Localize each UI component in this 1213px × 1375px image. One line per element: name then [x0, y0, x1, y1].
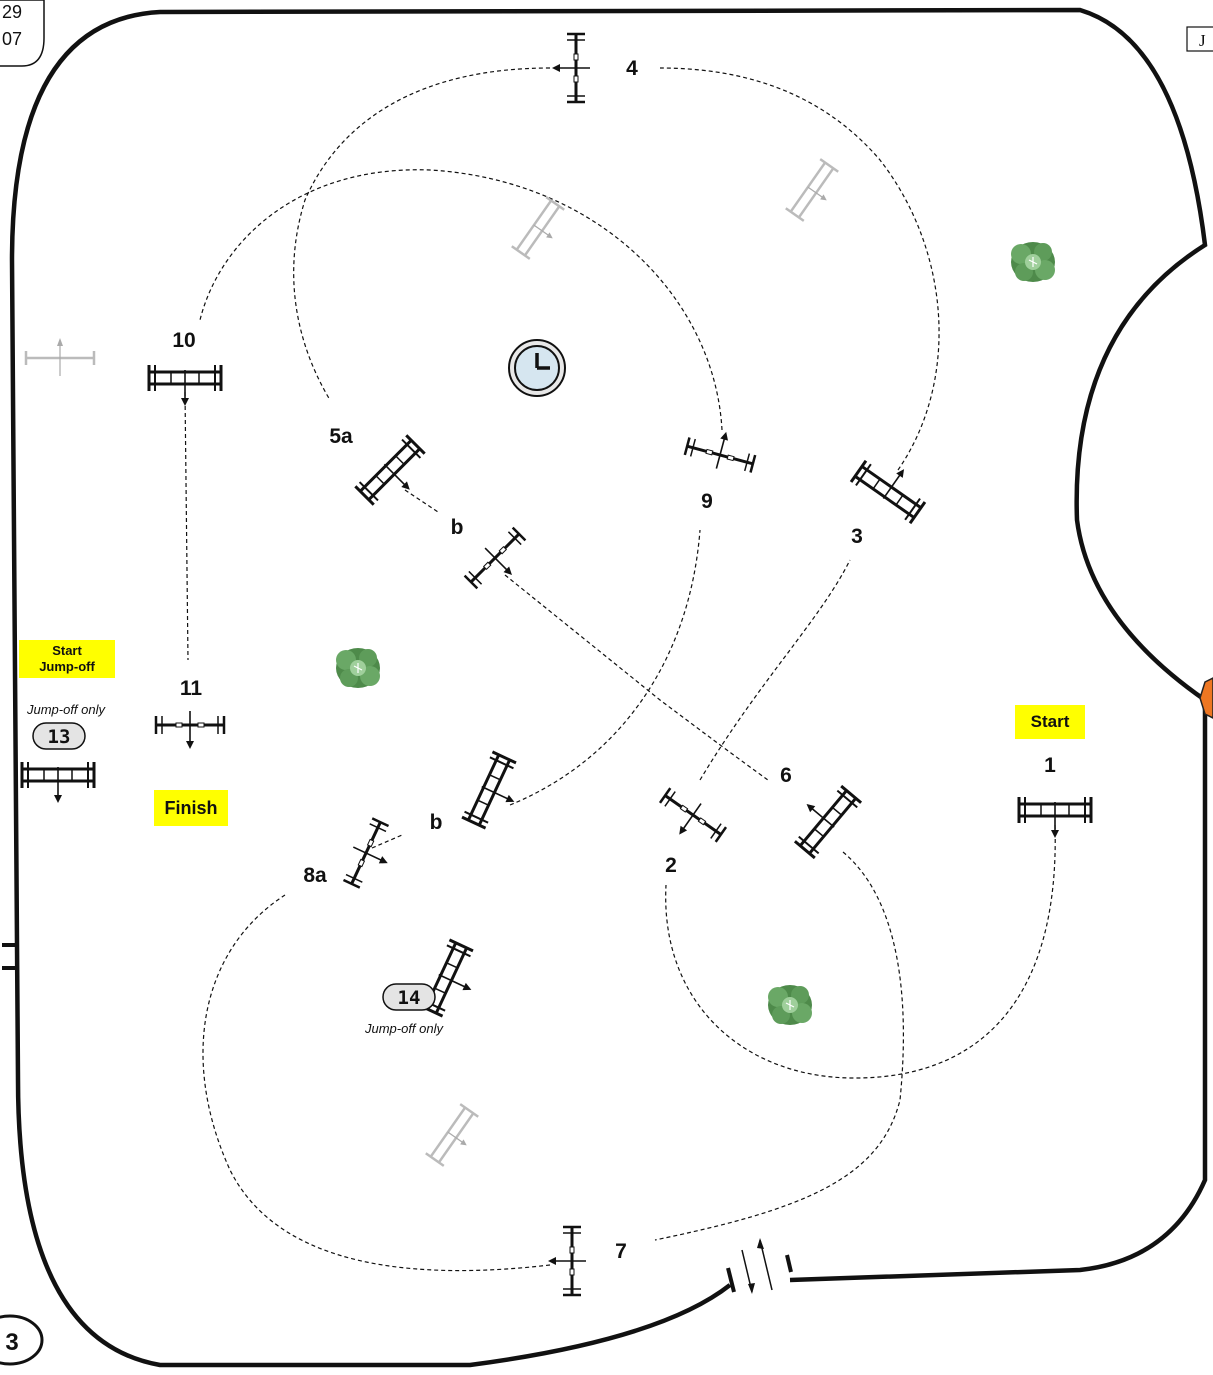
faded-fence-2 — [784, 157, 846, 227]
corner-right-text: J — [1199, 31, 1206, 50]
jumpoff-only-note-14: Jump-off only — [364, 1021, 445, 1036]
obstacle-label-14: 14 — [398, 987, 421, 1009]
corner-bottom-text: 3 — [5, 1329, 18, 1356]
obstacle-label-2: 2 — [665, 854, 677, 877]
obstacle-1 — [1017, 795, 1093, 840]
obstacle-label-11: 11 — [180, 677, 203, 700]
obstacle-14-badge — [382, 983, 436, 1011]
obstacle-10 — [147, 363, 223, 408]
corner-top-line2: 07 — [2, 29, 22, 49]
marker-icon — [1199, 677, 1213, 719]
faded-fence-4 — [24, 338, 96, 376]
arena-outline — [9, 7, 1208, 1368]
tree-icon — [1010, 241, 1056, 283]
obstacle-label-6: 6 — [780, 764, 792, 787]
obstacle-label-4: 4 — [626, 57, 638, 80]
obstacle-13 — [20, 760, 96, 805]
obstacle-label-8a: 8a — [303, 864, 327, 887]
faded-fence-1 — [510, 195, 572, 265]
tree-icon — [767, 984, 813, 1026]
obstacle-label-9: 9 — [701, 490, 713, 513]
start-jumpoff-line2: Jump-off — [39, 659, 95, 674]
obstacle-2 — [649, 782, 731, 856]
obstacle-6 — [781, 774, 863, 860]
obstacle-label-8b: b — [430, 811, 443, 834]
start-jumpoff-line1: Start — [52, 643, 82, 658]
obstacle-label-10: 10 — [172, 329, 195, 352]
corner-tag-top — [0, 0, 45, 67]
obstacle-11 — [154, 709, 226, 751]
obstacle-label-7: 7 — [615, 1240, 627, 1263]
finish-label: Finish — [154, 790, 228, 826]
corner-tag-bottom — [0, 1314, 44, 1366]
obstacle-label-3: 3 — [851, 525, 863, 548]
obstacle-13-badge — [32, 722, 86, 750]
clock-icon — [508, 339, 566, 397]
obstacle-5a — [353, 433, 437, 517]
faded-fence-3 — [424, 1102, 486, 1172]
obstacle-label-5a: 5a — [329, 425, 353, 448]
start-jumpoff-label: Start Jump-off — [19, 640, 115, 678]
corner-tag-right — [1186, 26, 1213, 52]
gate-icon — [726, 1238, 793, 1294]
corner-top-line1: 29 — [2, 2, 22, 22]
obstacle-label-5b: b — [451, 516, 464, 539]
course-path — [184, 67, 1056, 1272]
obstacle-4 — [550, 32, 592, 104]
obstacle-8a — [337, 814, 404, 896]
jumpoff-only-note-13: Jump-off only — [26, 702, 107, 717]
wall-marker — [2, 943, 16, 970]
obstacle-3 — [849, 446, 936, 525]
obstacle-8b — [460, 750, 532, 836]
obstacle-7 — [546, 1225, 588, 1297]
start-label: Start — [1015, 705, 1085, 739]
obstacle-label-13: 13 — [48, 726, 71, 748]
obstacle-5b — [459, 522, 538, 601]
obstacle-9 — [682, 421, 761, 479]
tree-icon — [335, 647, 381, 689]
obstacle-14 — [417, 938, 489, 1024]
obstacle-label-1: 1 — [1044, 754, 1056, 777]
